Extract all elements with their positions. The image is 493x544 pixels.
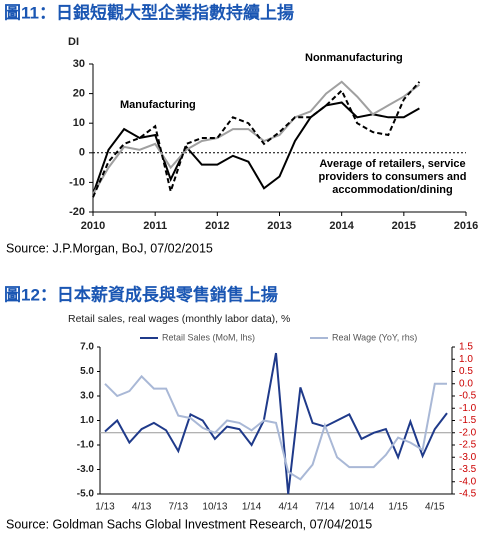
source: Source: J.P.Morgan, BoJ, 07/02/2015 [6,241,213,255]
y-tick-label: -5.0 [77,489,95,500]
series-line [104,374,447,481]
y-tick-label: 0 [79,147,85,159]
y2-tick-label: 1.0 [459,354,473,365]
series-line [104,352,448,495]
x-tick-label: 2015 [392,220,416,232]
x-tick-label: 1/13 [95,502,115,513]
y-tick-label: -1.0 [77,440,95,451]
y2-tick-label: -1.5 [459,415,477,426]
y-tick-label: 10 [73,117,85,129]
y2-tick-label: -2.0 [459,427,477,438]
figure-title: 圖12：日本薪資成長與零售銷售上揚 [4,284,278,304]
y-tick-label: 30 [73,58,85,70]
y-tick-label: -3.0 [77,464,95,475]
source: Source: Goldman Sachs Global Investment … [6,517,372,531]
y2-tick-label: -1.0 [459,403,477,414]
y2-tick-label: 0.5 [459,366,473,377]
y2-tick-label: -3.5 [459,464,477,475]
y-tick-label: -20 [69,206,85,218]
chart-subtitle: Retail sales, real wages (monthly labor … [68,313,290,325]
y-tick-label: 7.0 [80,342,94,353]
y-tick-label: 1.0 [80,415,94,426]
x-tick-label: 10/13 [202,502,227,513]
y2-tick-label: -4.5 [459,489,477,500]
y2-tick-label: 0.0 [459,378,473,389]
y2-tick-label: 1.5 [459,342,473,353]
x-tick-label: 4/14 [278,502,298,513]
x-tick-label: 10/14 [349,502,374,513]
y2-tick-label: -0.5 [459,391,477,402]
y-tick-label: 3.0 [80,391,94,402]
annotation: Average of retailers, service providers … [318,158,467,196]
y-tick-label: 5.0 [80,366,94,377]
x-tick-label: 2016 [454,220,478,232]
y2-tick-label: -4.0 [459,476,477,487]
series-line [92,101,420,195]
y2-tick-label: -3.0 [459,452,477,463]
legend-label: Retail Sales (MoM, lhs) [162,332,255,342]
y-tick-label: 20 [73,88,85,100]
axis [99,347,453,495]
x-tick-label: 1/15 [388,502,408,513]
x-tick-label: 4/13 [132,502,152,513]
x-tick-label: 1/14 [242,502,262,513]
legend-label: Real Wage (YoY, rhs) [332,332,417,342]
y-tick-label: -10 [69,176,85,188]
x-tick-label: 2012 [205,220,229,232]
x-tick-label: 2014 [329,220,354,232]
x-tick-label: 7/13 [169,502,189,513]
x-tick-label: 4/15 [425,502,445,513]
figure-title: 圖11：日銀短觀大型企業指數持續上揚 [4,2,294,22]
x-tick-label: 2013 [267,220,291,232]
y-axis-label: DI [68,36,79,48]
axis [92,64,466,213]
series-label: Nonmanufacturing [305,52,403,64]
series-label: Manufacturing [120,99,196,111]
x-tick-label: 2011 [143,220,167,232]
y2-tick-label: -2.5 [459,440,477,451]
series-line [92,81,421,198]
x-tick-label: 7/14 [315,502,335,513]
x-tick-label: 2010 [81,220,105,232]
